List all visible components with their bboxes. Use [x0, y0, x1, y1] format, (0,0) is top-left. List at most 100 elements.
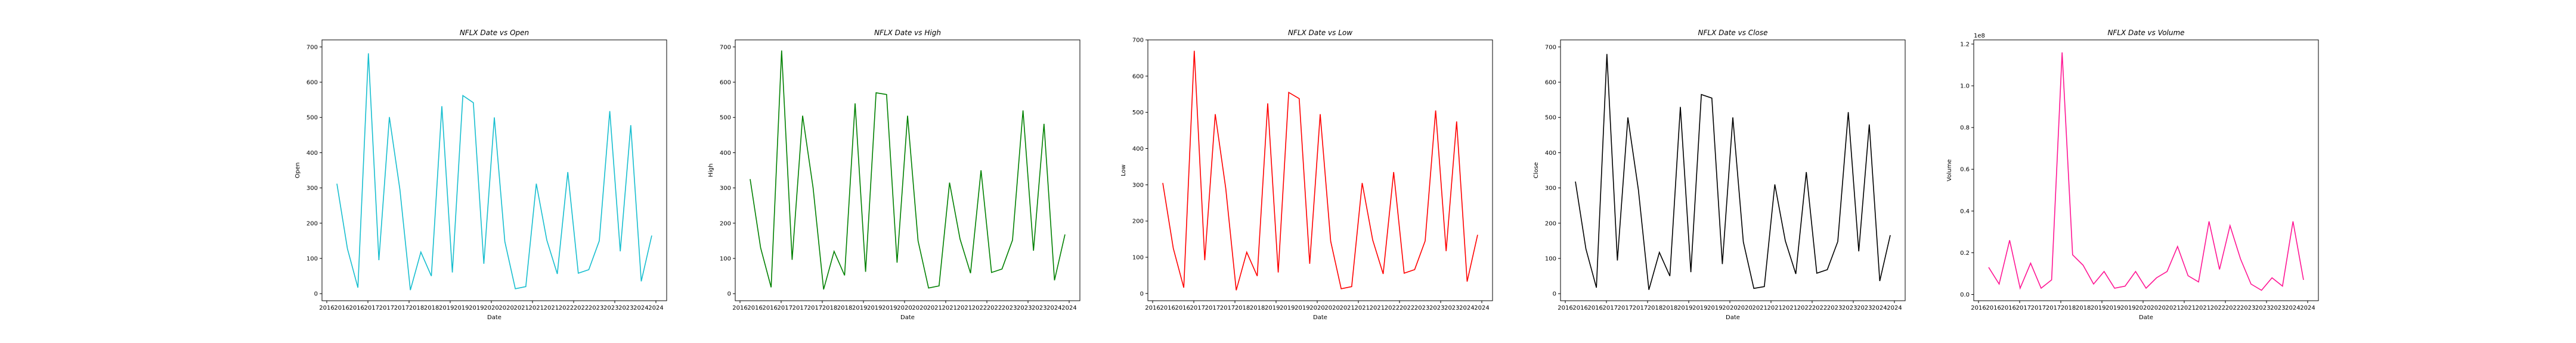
- y-tick-label: 0: [1140, 291, 1144, 297]
- x-tick-label: 2019: [1677, 305, 1692, 311]
- x-tick-label: 2023: [2270, 305, 2285, 311]
- y-tick-label: 500: [1132, 110, 1144, 116]
- x-tick-label: 2024: [1872, 305, 1887, 311]
- x-tick-label: 2016: [2001, 305, 2015, 311]
- y-tick-label: 700: [720, 44, 731, 51]
- x-tick-label: 2018: [1235, 305, 1250, 311]
- x-tick-label: 2024: [1887, 305, 1902, 311]
- y-axis-label: Low: [1120, 164, 1127, 176]
- y-tick-label: 0.6: [1960, 167, 1970, 173]
- x-tick-label: 2016: [1160, 305, 1175, 311]
- y-tick-label: 400: [720, 150, 731, 157]
- x-tick-label: 2022: [1812, 305, 1827, 311]
- x-tick-label: 2019: [882, 305, 897, 311]
- chart-title: NFLX Date vs Close: [1698, 29, 1768, 37]
- x-tick-label: 2023: [603, 305, 618, 311]
- y-tick-label: 400: [1132, 146, 1144, 152]
- x-tick-label: 2024: [2300, 305, 2315, 311]
- x-tick-label: 2020: [1722, 305, 1737, 311]
- x-tick-label: 2021: [927, 305, 942, 311]
- y-tick-label: 200: [306, 220, 318, 227]
- y-tick-label: 100: [1132, 255, 1144, 261]
- x-tick-label: 2018: [2061, 305, 2076, 311]
- y-tick-label: 200: [720, 220, 731, 227]
- x-tick-label: 2019: [454, 305, 469, 311]
- x-tick-label: 2022: [972, 305, 987, 311]
- x-axis-label: Date: [900, 314, 915, 321]
- x-tick-label: 2019: [2106, 305, 2120, 311]
- y-tick-label: 0: [314, 291, 318, 298]
- x-tick-label: 2023: [1842, 305, 1857, 311]
- chart-panel-1: NFLX Date vs Open 0 100 200 300 400 500 600 700 2…: [295, 29, 667, 321]
- x-tick-label: 2018: [1662, 305, 1677, 311]
- y-tick-label: 0: [727, 291, 731, 298]
- x-tick-label: 2023: [1827, 305, 1842, 311]
- x-tick-label: 2024: [2285, 305, 2300, 311]
- x-tick-label: 2024: [1459, 305, 1474, 311]
- x-tick-label: 2017: [2046, 305, 2061, 311]
- y-tick-label: 0.8: [1960, 125, 1970, 132]
- x-tick-label: 2020: [499, 305, 513, 311]
- plot-frame: [1973, 39, 2319, 301]
- series-line: [1575, 54, 1891, 290]
- x-tick-label: 2023: [2255, 305, 2270, 311]
- plot-frame: [1147, 39, 1493, 301]
- x-tick-label: 2018: [2076, 305, 2091, 311]
- x-tick-label: 2021: [957, 305, 972, 311]
- x-axis-label: Date: [1726, 314, 1740, 321]
- y-tick-label: 500: [306, 115, 318, 121]
- x-tick-label: 2019: [1692, 305, 1707, 311]
- y-tick-label: 200: [1132, 219, 1144, 225]
- y-tick-label: 300: [306, 185, 318, 192]
- x-tick-label: 2021: [1767, 305, 1782, 311]
- series-line: [750, 50, 1066, 290]
- x-tick-label: 2021: [2165, 305, 2180, 311]
- x-tick-label: 2021: [1752, 305, 1767, 311]
- x-tick-label: 2022: [1797, 305, 1812, 311]
- x-tick-label: 2020: [912, 305, 927, 311]
- x-axis-label: Date: [2139, 314, 2153, 321]
- y-tick-label: 0: [1553, 291, 1556, 298]
- x-tick-label: 2018: [822, 305, 837, 311]
- x-tick-label: 2016: [334, 305, 349, 311]
- x-tick-label: 2023: [2240, 305, 2255, 311]
- x-tick-label: 2019: [852, 305, 867, 311]
- x-tick-label: 2020: [2135, 305, 2150, 311]
- x-tick-label: 2024: [633, 305, 648, 311]
- x-tick-label: 2019: [1265, 305, 1280, 311]
- plot-frame: [735, 39, 1080, 301]
- y-tick-label: 100: [306, 255, 318, 262]
- x-tick-label: 2020: [1737, 305, 1752, 311]
- x-tick-label: 2017: [792, 305, 807, 311]
- x-tick-label: 2017: [807, 305, 822, 311]
- y-tick-label: 0.2: [1960, 250, 1970, 257]
- x-tick-label: 2019: [2120, 305, 2135, 311]
- x-tick-label: 2024: [1046, 305, 1061, 311]
- y-scale-note: 1e8: [1974, 33, 1985, 39]
- x-tick-label: 2019: [469, 305, 484, 311]
- x-tick-label: 2019: [1295, 305, 1309, 311]
- y-tick-label: 700: [306, 44, 318, 51]
- x-tick-label: 2022: [1385, 305, 1400, 311]
- x-tick-label: 2017: [1190, 305, 1205, 311]
- x-tick-label: 2022: [574, 305, 589, 311]
- y-tick-label: 500: [720, 115, 731, 121]
- x-tick-label: 2022: [2210, 305, 2225, 311]
- x-tick-label: 2021: [513, 305, 528, 311]
- x-tick-label: 2016: [1971, 305, 1986, 311]
- x-tick-label: 2022: [987, 305, 1002, 311]
- x-tick-label: 2018: [1648, 305, 1662, 311]
- y-tick-label: 1.2: [1960, 42, 1970, 48]
- plot-frame: [321, 39, 667, 301]
- chart-panel-2: NFLX Date vs High 0 100 200 300 400 500 600 700 2…: [708, 29, 1080, 321]
- x-tick-label: 2016: [319, 305, 334, 311]
- x-tick-label: 2019: [439, 305, 454, 311]
- x-tick-label: 2017: [1603, 305, 1618, 311]
- y-tick-label: 200: [1545, 220, 1556, 227]
- y-tick-label: 600: [1132, 73, 1144, 80]
- y-tick-label: 400: [1545, 150, 1556, 157]
- plot-frame: [1560, 39, 1906, 301]
- chart-title: NFLX Date vs Open: [460, 29, 529, 37]
- x-tick-label: 2018: [409, 305, 424, 311]
- x-tick-label: 2022: [1400, 305, 1414, 311]
